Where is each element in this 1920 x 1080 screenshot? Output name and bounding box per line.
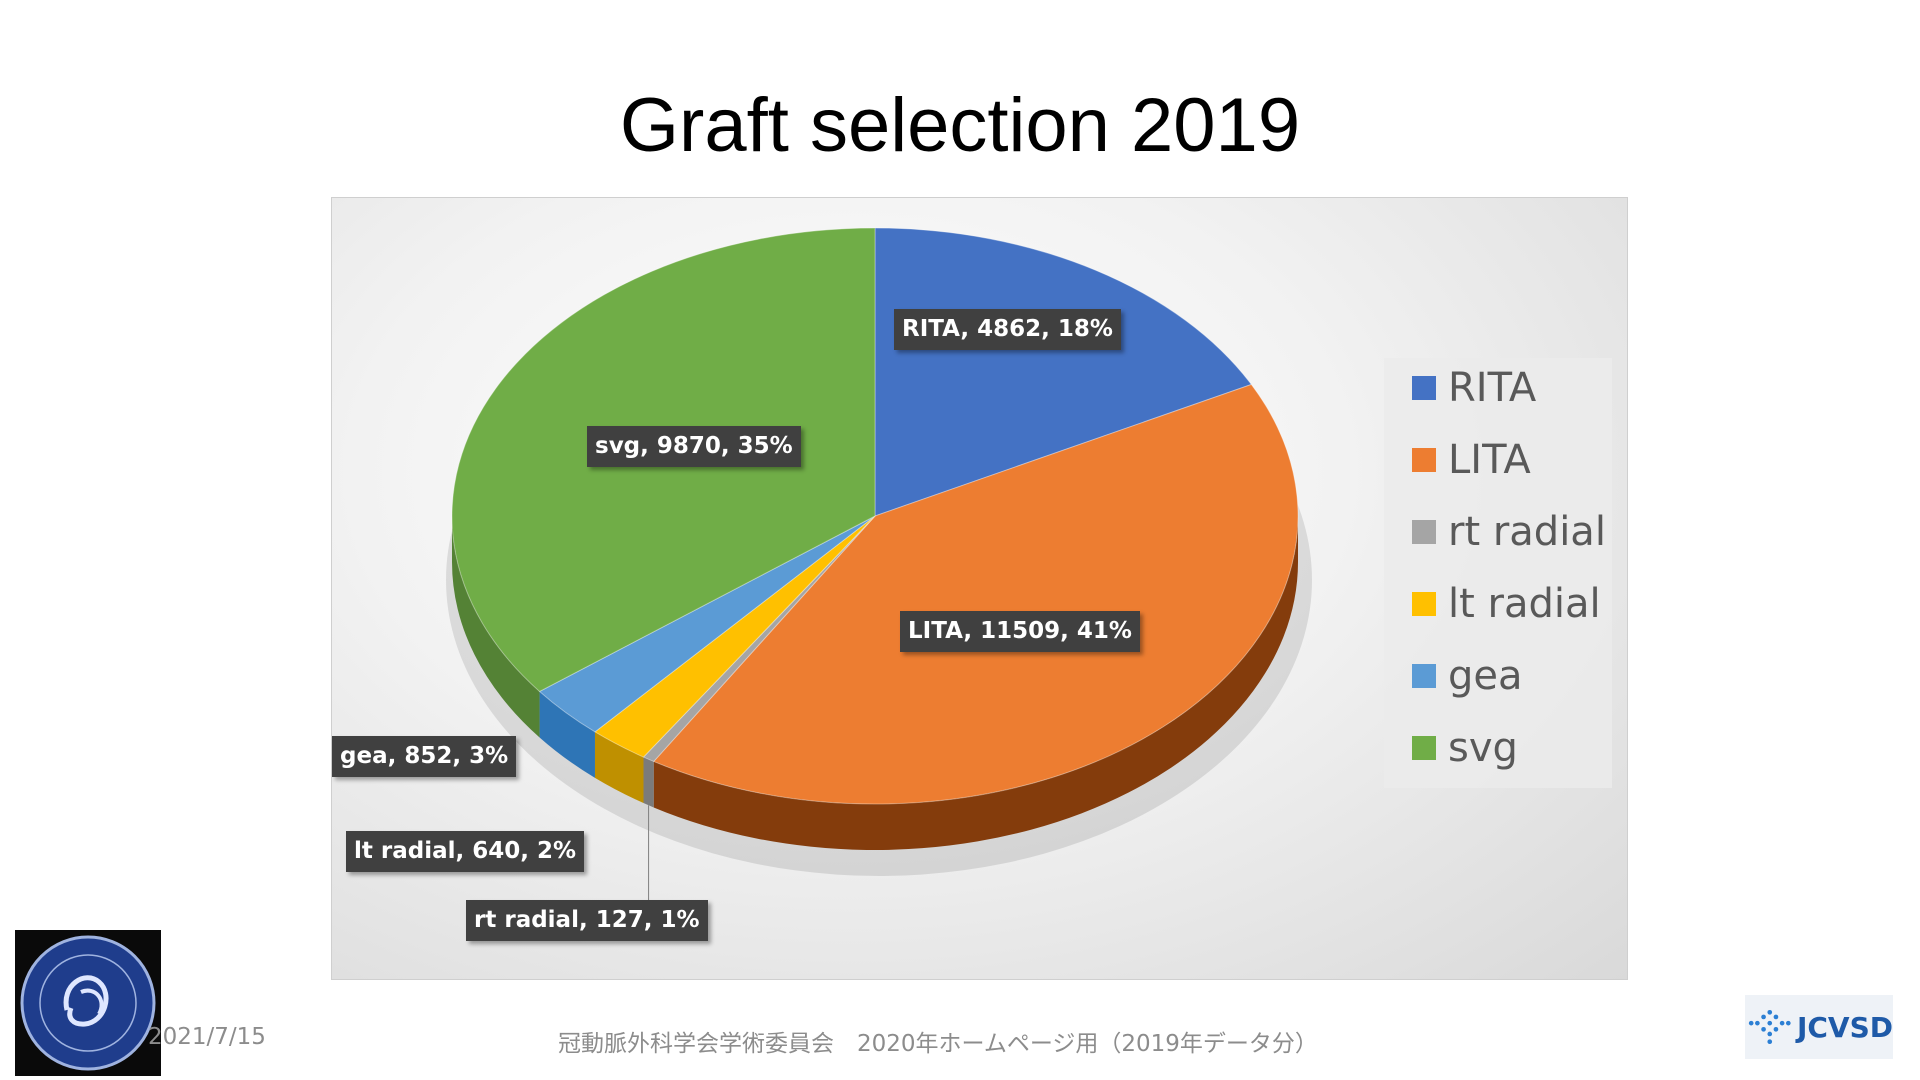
legend-label: RITA	[1448, 365, 1537, 411]
footer-text: 冠動脈外科学会学術委員会 2020年ホームページ用（2019年データ分）	[558, 1031, 1318, 1057]
legend-item-rita: RITA	[1412, 365, 1537, 411]
data-label-rt-radial: rt radial, 127, 1%	[466, 900, 708, 941]
legend-swatch	[1412, 520, 1436, 544]
legend-swatch	[1412, 664, 1436, 688]
pie-side-rt-radial	[643, 757, 654, 808]
legend-swatch	[1412, 736, 1436, 760]
legend-item-gea: gea	[1412, 653, 1523, 699]
jcvsd-logo-text: JCVSD	[1796, 1010, 1893, 1044]
association-seal-logo	[15, 930, 161, 1076]
pie-side-gea	[539, 691, 595, 778]
chart-legend: RITA LITA rt radial lt radial gea svg	[1384, 358, 1612, 788]
legend-label: svg	[1448, 725, 1518, 771]
data-label-svg: svg, 9870, 35%	[587, 426, 801, 467]
legend-item-lt-radial: lt radial	[1412, 581, 1601, 627]
pie-slice-rita	[874, 227, 1253, 517]
data-label-lt-radial: lt radial, 640, 2%	[346, 831, 585, 872]
data-label-rita: RITA, 4862, 18%	[894, 309, 1121, 350]
legend-label: gea	[1448, 653, 1523, 699]
legend-swatch	[1412, 448, 1436, 472]
legend-label: LITA	[1448, 437, 1531, 483]
pie-slice-lt-radial	[594, 515, 876, 758]
legend-item-svg: svg	[1412, 725, 1518, 771]
pie-side-lita	[653, 516, 1298, 850]
legend-item-lita: LITA	[1412, 437, 1531, 483]
legend-label: lt radial	[1448, 581, 1601, 627]
legend-swatch	[1412, 592, 1436, 616]
jcvsd-logo: JCVSD	[1745, 995, 1893, 1059]
pie-side-lt-radial	[594, 731, 644, 804]
pie-side-svg	[452, 516, 540, 738]
footer-date: 2021/7/15	[148, 1024, 266, 1050]
seal-emblem-icon	[20, 935, 156, 1071]
slide-title: Graft selection 2019	[619, 83, 1301, 168]
legend-item-rt-radial: rt radial	[1412, 509, 1606, 555]
pie-slice-gea	[538, 515, 876, 733]
legend-swatch	[1412, 376, 1436, 400]
pie-chart-panel: RITA, 4862, 18% LITA, 11509, 41% rt radi…	[331, 197, 1628, 980]
pie-slice-rt-radial	[642, 515, 876, 763]
pie-slice-lita	[652, 383, 1299, 805]
legend-label: rt radial	[1448, 509, 1606, 555]
data-label-gea: gea, 852, 3%	[332, 736, 517, 777]
data-label-lita: LITA, 11509, 41%	[900, 611, 1140, 652]
dotted-heart-icon	[1748, 1009, 1791, 1045]
